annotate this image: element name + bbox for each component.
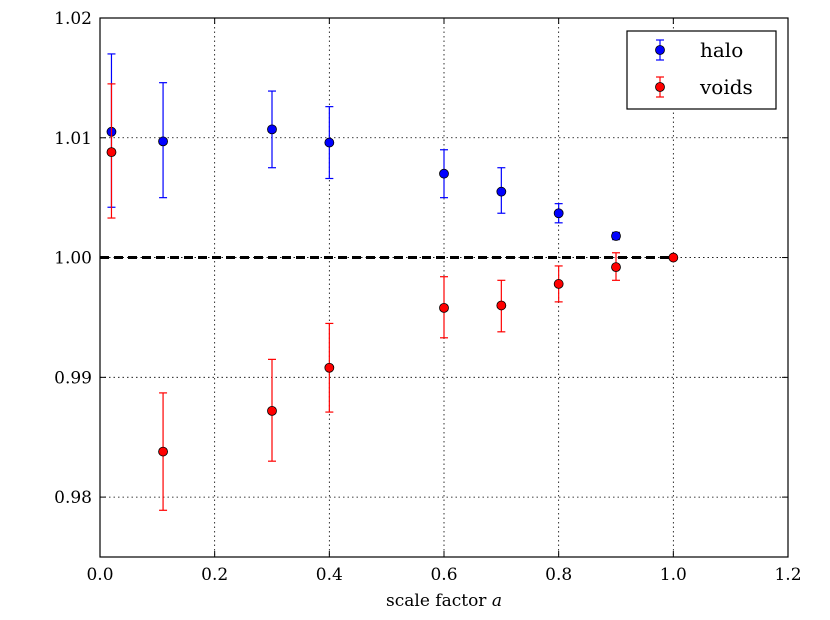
- data-point: [439, 168, 449, 179]
- x-tick-label: 0.4: [316, 565, 343, 585]
- data-point: [496, 186, 507, 197]
- y-tick-label: 1.00: [54, 249, 92, 269]
- data-point: [324, 137, 335, 148]
- series-voids: [106, 83, 679, 511]
- data-point: [439, 302, 449, 313]
- data-point: [267, 405, 277, 416]
- legend-marker: [655, 45, 665, 55]
- legend-marker: [655, 82, 665, 92]
- x-axis-title-text: scale factor: [386, 591, 492, 611]
- data-point: [158, 136, 168, 147]
- series-layer: [106, 53, 679, 511]
- x-tick-label: 0.6: [430, 565, 457, 585]
- data-point: [496, 300, 507, 311]
- data-point: [553, 208, 564, 219]
- data-point: [553, 279, 564, 289]
- y-tick-label: 1.02: [54, 9, 92, 29]
- x-tick-label: 0.0: [86, 565, 113, 585]
- y-tick-label: 0.98: [54, 488, 92, 508]
- x-tick-label: 1.0: [660, 565, 687, 585]
- data-point: [611, 262, 621, 273]
- y-tick-label: 1.01: [54, 129, 92, 149]
- y-tick-label: 0.99: [54, 368, 92, 388]
- data-point: [668, 252, 679, 263]
- data-point: [324, 362, 335, 373]
- legend: halo voids: [626, 30, 777, 110]
- data-point: [267, 124, 277, 135]
- x-axis-title-variable: a: [492, 591, 502, 611]
- data-point: [611, 231, 621, 241]
- data-point: [106, 147, 117, 158]
- legend-label: halo: [700, 38, 743, 62]
- x-tick-label: 0.8: [545, 565, 572, 585]
- legend-label: voids: [699, 75, 753, 99]
- x-tick-label: 0.2: [201, 565, 228, 585]
- data-point: [158, 446, 168, 457]
- series-halo: [106, 53, 621, 241]
- legend-box: [626, 30, 777, 110]
- x-axis-title: scale factor a: [386, 591, 502, 611]
- x-tick-label: 1.2: [774, 565, 801, 585]
- axes: 0.0 0.2 0.4 0.6 0.8 1.0 1.2 0.98 0.99 1.00 1.01 1.0…: [54, 9, 801, 611]
